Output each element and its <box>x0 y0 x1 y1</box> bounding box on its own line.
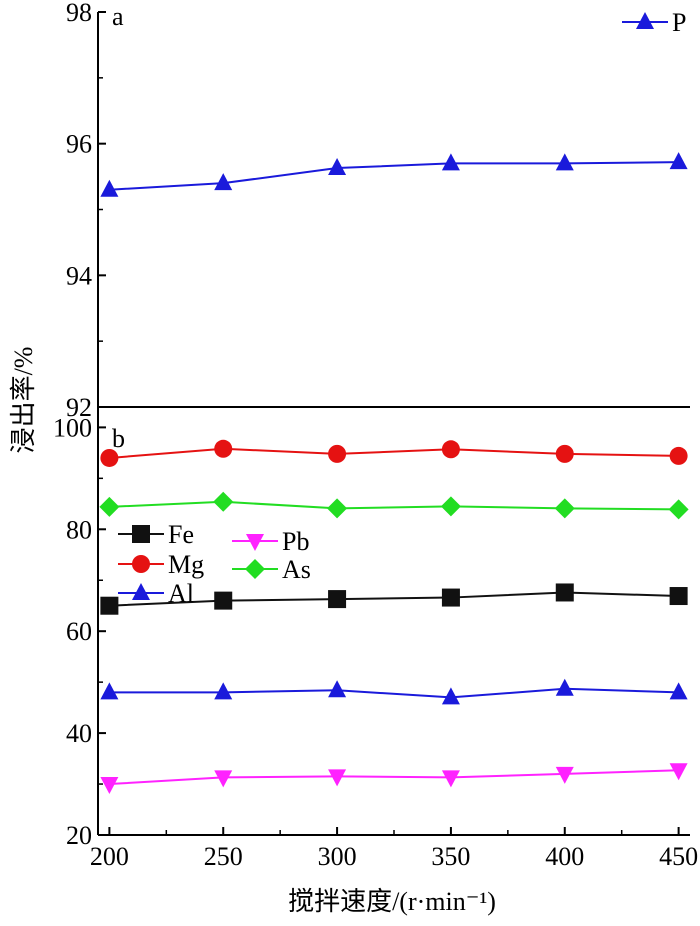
series-pb-point <box>328 769 347 787</box>
series-fe-point <box>669 587 688 606</box>
series-al-point <box>328 680 347 698</box>
panel-a-label: a <box>112 2 124 31</box>
legend-p-label: P <box>672 8 686 37</box>
series-al-point <box>100 682 119 700</box>
series-fe-point <box>100 596 119 615</box>
legend-as-label: As <box>282 555 311 584</box>
series-pb-point <box>214 770 233 788</box>
series-as-point <box>668 499 689 520</box>
series-fe-point <box>328 590 347 609</box>
legend-mg-label: Mg <box>168 550 204 579</box>
panel-b-ytick-label-100: 100 <box>53 413 92 442</box>
panel-b-ytick-label-60: 60 <box>66 617 92 646</box>
series-al-line <box>109 687 679 699</box>
series-as-point <box>213 491 234 512</box>
legend-mg-marker <box>132 555 150 573</box>
series-pb-point <box>669 763 688 781</box>
series-mg-point <box>441 440 460 459</box>
series-fe-point <box>555 583 574 602</box>
legend-as-marker <box>245 559 265 579</box>
series-pb-point <box>441 770 460 788</box>
series-mg-point <box>100 448 119 467</box>
series-mg-point <box>328 444 347 463</box>
series-mg-line <box>109 447 679 459</box>
series-p-line <box>109 161 679 191</box>
legend-p-marker <box>636 12 654 29</box>
series-p-point <box>555 153 574 171</box>
legend-fe-label: Fe <box>168 520 194 549</box>
legend-al-label: Al <box>168 579 194 608</box>
series-as-point <box>440 496 461 517</box>
panel-b-label: b <box>112 424 125 453</box>
series-as-point <box>99 496 120 517</box>
legend-fe-marker <box>132 525 150 543</box>
series-p-point <box>100 179 119 197</box>
series-al-point <box>555 678 574 696</box>
series-p-point <box>669 152 688 170</box>
panel-b-ytick-label-20: 20 <box>66 821 92 850</box>
xtick-label-350: 350 <box>431 842 470 871</box>
series-al-point <box>214 682 233 700</box>
y-axis-title: 浸出率/% <box>9 347 38 454</box>
series-al-point <box>669 682 688 700</box>
series-pb-point <box>555 766 574 784</box>
series-as-point <box>327 498 348 519</box>
series-as-line <box>109 500 679 511</box>
panel-b-ytick-label-80: 80 <box>66 515 92 544</box>
series-mg-point <box>214 439 233 458</box>
x-axis-title: 搅拌速度/(r·min⁻¹) <box>288 887 496 916</box>
panel-a-ytick-label-98: 98 <box>66 0 92 27</box>
series-p-point <box>328 158 347 176</box>
series-al-point <box>441 687 460 705</box>
xtick-label-300: 300 <box>318 842 357 871</box>
legend-pb-marker <box>246 534 264 551</box>
series-p-point <box>441 153 460 171</box>
xtick-label-450: 450 <box>659 842 698 871</box>
panel-a-ytick-label-92: 92 <box>66 393 92 422</box>
legend-pb-label: Pb <box>282 527 309 556</box>
series-pb-line <box>109 769 679 786</box>
xtick-label-250: 250 <box>204 842 243 871</box>
xtick-label-200: 200 <box>90 842 129 871</box>
series-fe-point <box>214 591 233 610</box>
series-fe-point <box>441 588 460 607</box>
panel-a-ytick-label-94: 94 <box>66 261 92 290</box>
panel-b-ytick-label-40: 40 <box>66 719 92 748</box>
legend-al-marker <box>132 583 150 600</box>
series-pb-point <box>100 777 119 795</box>
series-mg-point <box>669 446 688 465</box>
series-p-point <box>214 173 233 191</box>
xtick-label-400: 400 <box>545 842 584 871</box>
series-as-point <box>554 498 575 519</box>
series-fe-line <box>109 591 679 607</box>
panel-a-ytick-label-96: 96 <box>66 130 92 159</box>
series-mg-point <box>555 444 574 463</box>
